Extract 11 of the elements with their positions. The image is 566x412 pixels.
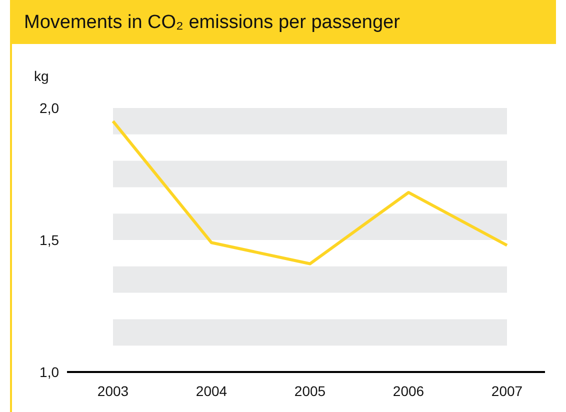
y-tick-label: 1,5 [40, 232, 60, 248]
y-axis-title: kg [34, 68, 49, 84]
line-series [112, 120, 508, 266]
y-tick-label: 2,0 [40, 100, 60, 116]
x-tick-label: 2003 [97, 382, 129, 399]
x-tick-label: 2006 [392, 382, 424, 399]
x-tick-label: 2005 [294, 382, 326, 399]
x-tick-label: 2007 [491, 382, 523, 399]
chart-title: Movements in CO₂ emissions per passenger [24, 12, 400, 34]
x-tick-label: 2004 [196, 382, 228, 399]
y-tick-label: 1,0 [40, 364, 60, 380]
